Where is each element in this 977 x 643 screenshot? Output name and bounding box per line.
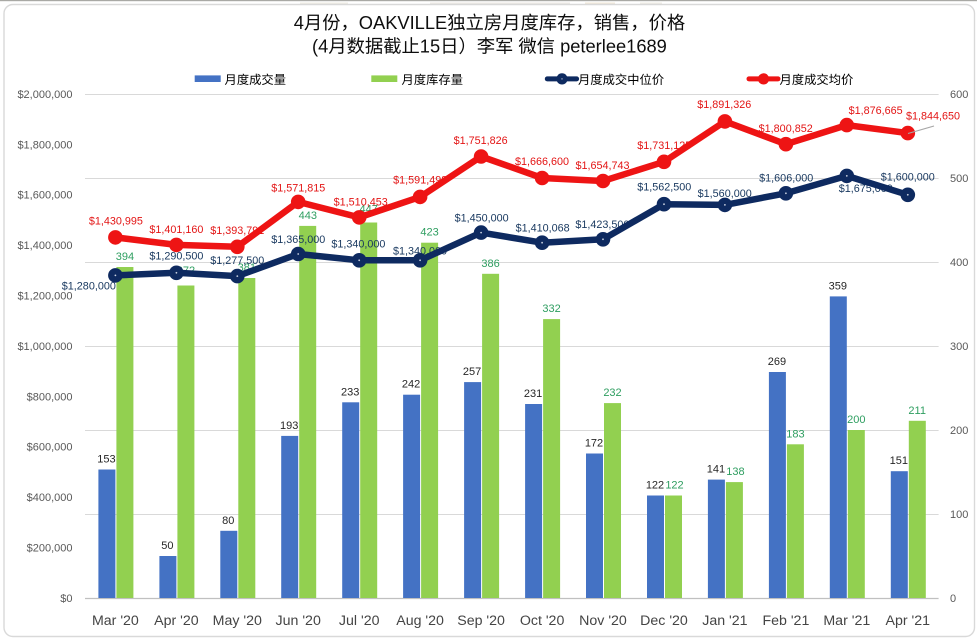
svg-text:$1,571,815: $1,571,815: [271, 183, 325, 195]
svg-text:Aug '20: Aug '20: [396, 613, 444, 629]
svg-text:$1,430,995: $1,430,995: [89, 215, 143, 227]
svg-text:Feb '21: Feb '21: [762, 613, 809, 629]
svg-text:15: 15: [420, 36, 440, 57]
svg-text:394: 394: [116, 251, 134, 263]
svg-text:269: 269: [768, 356, 786, 368]
svg-text:$1,666,600: $1,666,600: [515, 156, 569, 168]
svg-text:423: 423: [420, 227, 438, 239]
svg-text:$1,600,000: $1,600,000: [17, 190, 72, 202]
svg-text:$1,891,326: $1,891,326: [697, 99, 751, 111]
svg-text:200: 200: [950, 425, 968, 437]
svg-text:$1,200,000: $1,200,000: [17, 291, 72, 303]
svg-text:$1,277,500: $1,277,500: [210, 255, 264, 267]
svg-text:359: 359: [829, 280, 847, 292]
svg-text:$1,290,500: $1,290,500: [149, 250, 203, 262]
svg-text:Jun '20: Jun '20: [276, 613, 321, 629]
svg-text:May '20: May '20: [213, 613, 262, 629]
svg-text:Oct '20: Oct '20: [520, 613, 565, 629]
svg-text:122: 122: [665, 480, 683, 492]
svg-text:443: 443: [299, 210, 317, 222]
svg-text:$1,800,852: $1,800,852: [759, 123, 813, 135]
svg-text:$1,401,160: $1,401,160: [149, 224, 203, 236]
svg-text:$2,000,000: $2,000,000: [17, 89, 72, 101]
svg-text:153: 153: [97, 454, 115, 466]
svg-text:141: 141: [707, 464, 725, 476]
svg-text:Apr '21: Apr '21: [886, 613, 931, 629]
svg-text:400: 400: [950, 257, 968, 269]
svg-text:$1,365,000: $1,365,000: [271, 234, 325, 246]
svg-text:$1,600,000: $1,600,000: [881, 172, 935, 184]
svg-text:183: 183: [786, 428, 804, 440]
svg-text:211: 211: [908, 405, 926, 417]
svg-text:Sep '20: Sep '20: [457, 613, 505, 629]
svg-text:$1,800,000: $1,800,000: [17, 139, 72, 151]
svg-text:138: 138: [726, 466, 744, 478]
svg-text:600: 600: [950, 89, 968, 101]
svg-text:$1,606,000: $1,606,000: [759, 173, 813, 185]
svg-text:$1,560,000: $1,560,000: [698, 188, 752, 200]
svg-text:332: 332: [542, 303, 560, 315]
svg-text:$1,000,000: $1,000,000: [17, 341, 72, 353]
svg-text:0: 0: [950, 593, 956, 605]
svg-text:100: 100: [950, 509, 968, 521]
svg-text:$0: $0: [60, 593, 72, 605]
svg-text:$1,450,000: $1,450,000: [455, 213, 509, 225]
svg-text:$1,423,500: $1,423,500: [575, 219, 629, 231]
svg-text:$1,562,500: $1,562,500: [637, 181, 691, 193]
svg-text:$800,000: $800,000: [27, 391, 73, 403]
svg-text:242: 242: [402, 379, 420, 391]
svg-text:$400,000: $400,000: [27, 492, 73, 504]
svg-text:$1,591,498: $1,591,498: [393, 175, 447, 187]
svg-text:233: 233: [341, 386, 359, 398]
svg-text:$1,654,743: $1,654,743: [575, 160, 629, 172]
svg-text:386: 386: [481, 258, 499, 270]
svg-text:200: 200: [847, 414, 865, 426]
svg-text:Mar '20: Mar '20: [92, 613, 139, 629]
svg-text:232: 232: [603, 387, 621, 399]
svg-text:172: 172: [585, 438, 603, 450]
svg-text:257: 257: [463, 366, 481, 378]
svg-text:$1,400,000: $1,400,000: [17, 240, 72, 252]
svg-text:(4: (4: [312, 36, 328, 57]
svg-text:500: 500: [950, 173, 968, 185]
svg-text:Dec '20: Dec '20: [640, 613, 688, 629]
svg-text:50: 50: [161, 540, 173, 552]
svg-text:$600,000: $600,000: [27, 442, 73, 454]
svg-text:Mar '21: Mar '21: [823, 613, 870, 629]
svg-text:$1,876,665: $1,876,665: [849, 105, 903, 117]
svg-text:Nov '20: Nov '20: [579, 613, 627, 629]
svg-text:$1,280,000: $1,280,000: [62, 281, 116, 293]
svg-text:$1,510,453: $1,510,453: [334, 197, 388, 209]
svg-text:$1,751,826: $1,751,826: [454, 135, 508, 147]
svg-text:$1,340,000: $1,340,000: [331, 239, 385, 251]
svg-text:Apr '20: Apr '20: [154, 613, 199, 629]
svg-text:Jul '20: Jul '20: [339, 613, 380, 629]
svg-text:122: 122: [646, 480, 664, 492]
svg-text:$1,844,650: $1,844,650: [906, 110, 960, 122]
svg-text:300: 300: [950, 341, 968, 353]
svg-text:peterlee1689: peterlee1689: [560, 36, 667, 57]
svg-text:$1,410,068: $1,410,068: [516, 223, 570, 235]
svg-text:Jan '21: Jan '21: [702, 613, 747, 629]
svg-text:151: 151: [890, 455, 908, 467]
svg-text:4: 4: [294, 12, 304, 33]
svg-text:OAKVILLE: OAKVILLE: [359, 12, 447, 33]
svg-text:193: 193: [280, 420, 298, 432]
svg-text:$200,000: $200,000: [27, 543, 73, 555]
svg-text:231: 231: [524, 388, 542, 400]
svg-text:80: 80: [222, 515, 234, 527]
